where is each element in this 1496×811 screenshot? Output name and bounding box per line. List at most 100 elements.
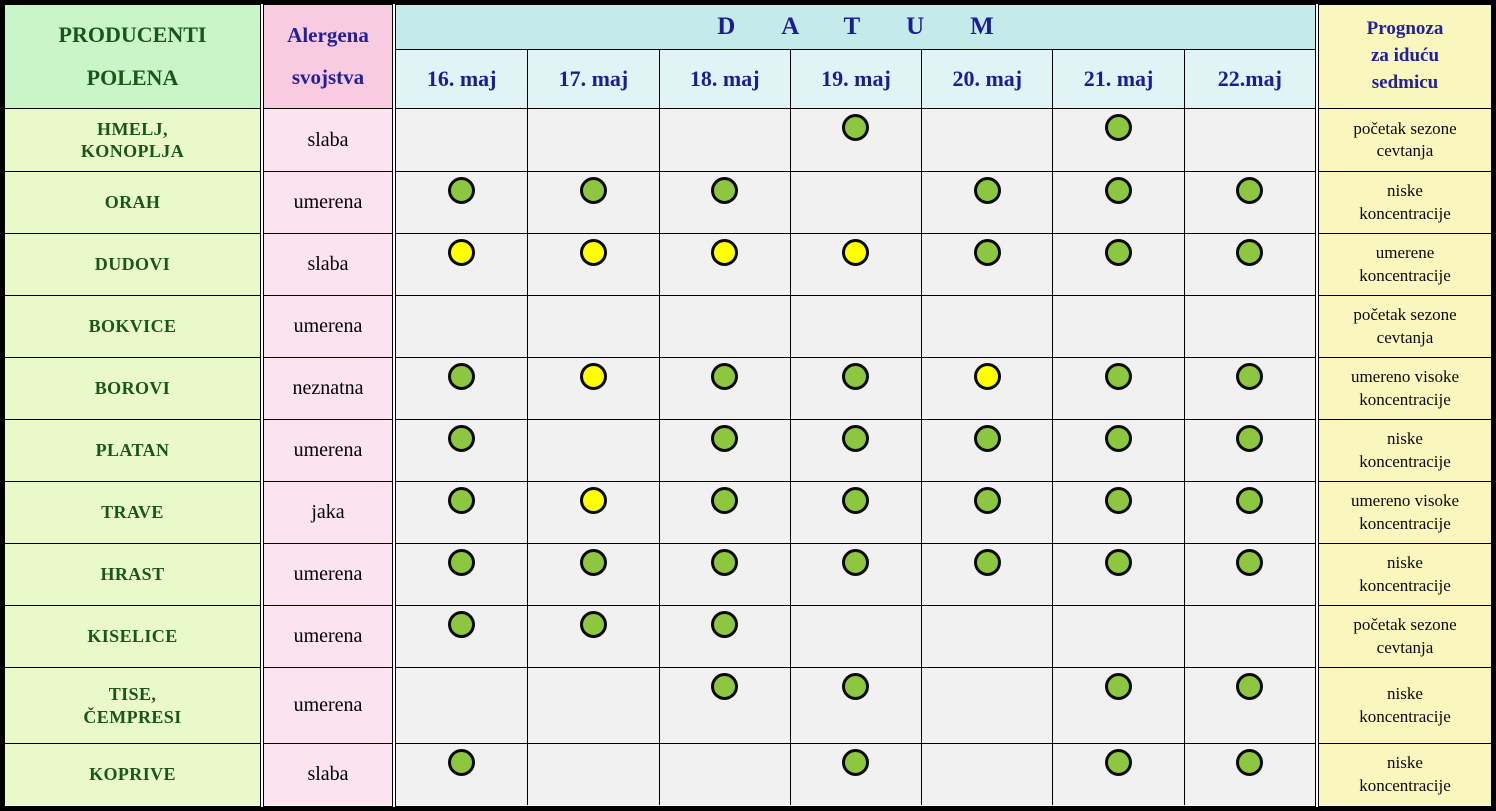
pollen-row	[396, 667, 1315, 743]
pollen-cell	[527, 482, 658, 543]
pollen-cell	[396, 668, 527, 743]
forecast-column: Prognoza za iduću sedmicu početak sezone…	[1318, 4, 1492, 807]
date-header: 16. maj	[426, 66, 497, 91]
pollen-row	[396, 419, 1315, 481]
pollen-dot-green	[711, 611, 739, 638]
producer-name-line: ORAH	[104, 192, 161, 213]
pollen-cell	[1183, 744, 1315, 805]
pollen-cell	[921, 296, 1052, 357]
allergen-header-line2: svojstva	[291, 65, 365, 90]
pollen-dot-green	[842, 487, 870, 514]
allergen-cell: jaka	[264, 481, 392, 543]
pollen-dot-green	[448, 749, 476, 776]
pollen-dot-green	[973, 487, 1001, 514]
pollen-cell	[658, 296, 790, 357]
producer-name-line: KONOPLJA	[80, 141, 185, 161]
allergen-cell: slaba	[264, 233, 392, 295]
forecast-line: početak sezone	[1353, 615, 1457, 635]
producer-cell: TRAVE	[5, 481, 260, 543]
pollen-cell	[527, 420, 658, 481]
pollen-row	[396, 233, 1315, 295]
pollen-cell	[789, 358, 921, 419]
forecast-line: koncentracije	[1359, 451, 1451, 471]
pollen-cell	[789, 296, 921, 357]
date-header: 18. maj	[658, 50, 790, 108]
date-header: 21. maj	[1052, 50, 1183, 108]
pollen-cell	[1052, 668, 1183, 743]
pollen-dot-green	[842, 114, 870, 141]
pollen-dot-green	[1105, 487, 1133, 514]
producer-cell: DUDOVI	[5, 233, 260, 295]
pollen-dot-green	[711, 363, 739, 390]
pollen-dot-green	[711, 673, 739, 700]
pollen-dot-green	[711, 177, 739, 204]
pollen-cell	[789, 668, 921, 743]
forecast-header-line1: Prognoza	[1366, 18, 1444, 40]
date-header: 20. maj	[921, 50, 1052, 108]
pollen-cell	[1052, 234, 1183, 295]
forecast-cell: početak sezone cevtanja	[1319, 605, 1491, 667]
pollen-cell	[396, 296, 527, 357]
pollen-cell	[527, 234, 658, 295]
pollen-cell	[921, 744, 1052, 805]
pollen-cell	[1052, 358, 1183, 419]
pollen-cell	[396, 358, 527, 419]
pollen-dot-green	[1105, 673, 1133, 700]
pollen-cell	[527, 172, 658, 233]
pollen-cell	[658, 544, 790, 605]
pollen-cell	[921, 668, 1052, 743]
pollen-cell	[1183, 234, 1315, 295]
pollen-cell	[658, 234, 790, 295]
pollen-dot-green	[1105, 177, 1133, 204]
pollen-cell	[921, 172, 1052, 233]
allergen-cell: umerena	[264, 543, 392, 605]
forecast-line: koncentracije	[1359, 513, 1451, 533]
pollen-cell	[527, 668, 658, 743]
allergen-cell: umerena	[264, 419, 392, 481]
pollen-row	[396, 357, 1315, 419]
allergen-column: Alergena svojstva slaba umerena slaba umere…	[263, 4, 393, 807]
pollen-cell	[1183, 482, 1315, 543]
pollen-dot-yellow	[711, 239, 739, 266]
pollen-dot-yellow	[579, 239, 607, 266]
dates-section: DATUM 16. maj 17. maj 18. maj 19. maj 20. ma…	[395, 4, 1316, 807]
producer-name-line: HRAST	[100, 564, 165, 585]
pollen-cell	[527, 109, 658, 171]
pollen-dot-green	[1105, 749, 1133, 776]
pollen-cell	[527, 606, 658, 667]
pollen-dot-green	[1236, 425, 1264, 452]
pollen-cell	[1183, 172, 1315, 233]
pollen-grid	[396, 109, 1315, 805]
producer-name-line: PLATAN	[95, 440, 170, 461]
pollen-dot-green	[842, 425, 870, 452]
pollen-dot-green	[448, 549, 476, 576]
forecast-line: koncentracije	[1359, 706, 1451, 726]
forecast-line: umereno visoke	[1350, 367, 1460, 387]
pollen-cell	[396, 482, 527, 543]
pollen-cell	[1183, 358, 1315, 419]
forecast-cell: niske koncentracije	[1319, 543, 1491, 605]
pollen-dot-green	[842, 749, 870, 776]
pollen-dot-green	[1105, 239, 1133, 266]
pollen-cell	[789, 172, 921, 233]
pollen-cell	[921, 482, 1052, 543]
pollen-cell	[1052, 544, 1183, 605]
date-header: 19. maj	[789, 50, 921, 108]
pollen-dot-green	[1236, 239, 1264, 266]
producers-header-line1: PRODUCENTI	[58, 22, 207, 47]
forecast-line: koncentracije	[1359, 389, 1451, 409]
producer-cell: PLATAN	[5, 419, 260, 481]
producers-column: PRODUCENTI POLENA HMELJ, KONOPLJA ORAH DUDO…	[4, 4, 261, 807]
pollen-dot-green	[448, 611, 476, 638]
forecast-line: umerene	[1375, 243, 1435, 263]
pollen-cell	[527, 358, 658, 419]
pollen-dot-green	[448, 363, 476, 390]
producer-cell: KISELICE	[5, 605, 260, 667]
producer-cell: BOKVICE	[5, 295, 260, 357]
pollen-cell	[396, 420, 527, 481]
pollen-dot-green	[1236, 177, 1264, 204]
pollen-cell	[789, 109, 921, 171]
producer-name-line: BOKVICE	[88, 316, 177, 337]
allergen-cell: slaba	[264, 743, 392, 805]
date-headers-row: 16. maj 17. maj 18. maj 19. maj 20. maj 21. m…	[396, 50, 1315, 109]
